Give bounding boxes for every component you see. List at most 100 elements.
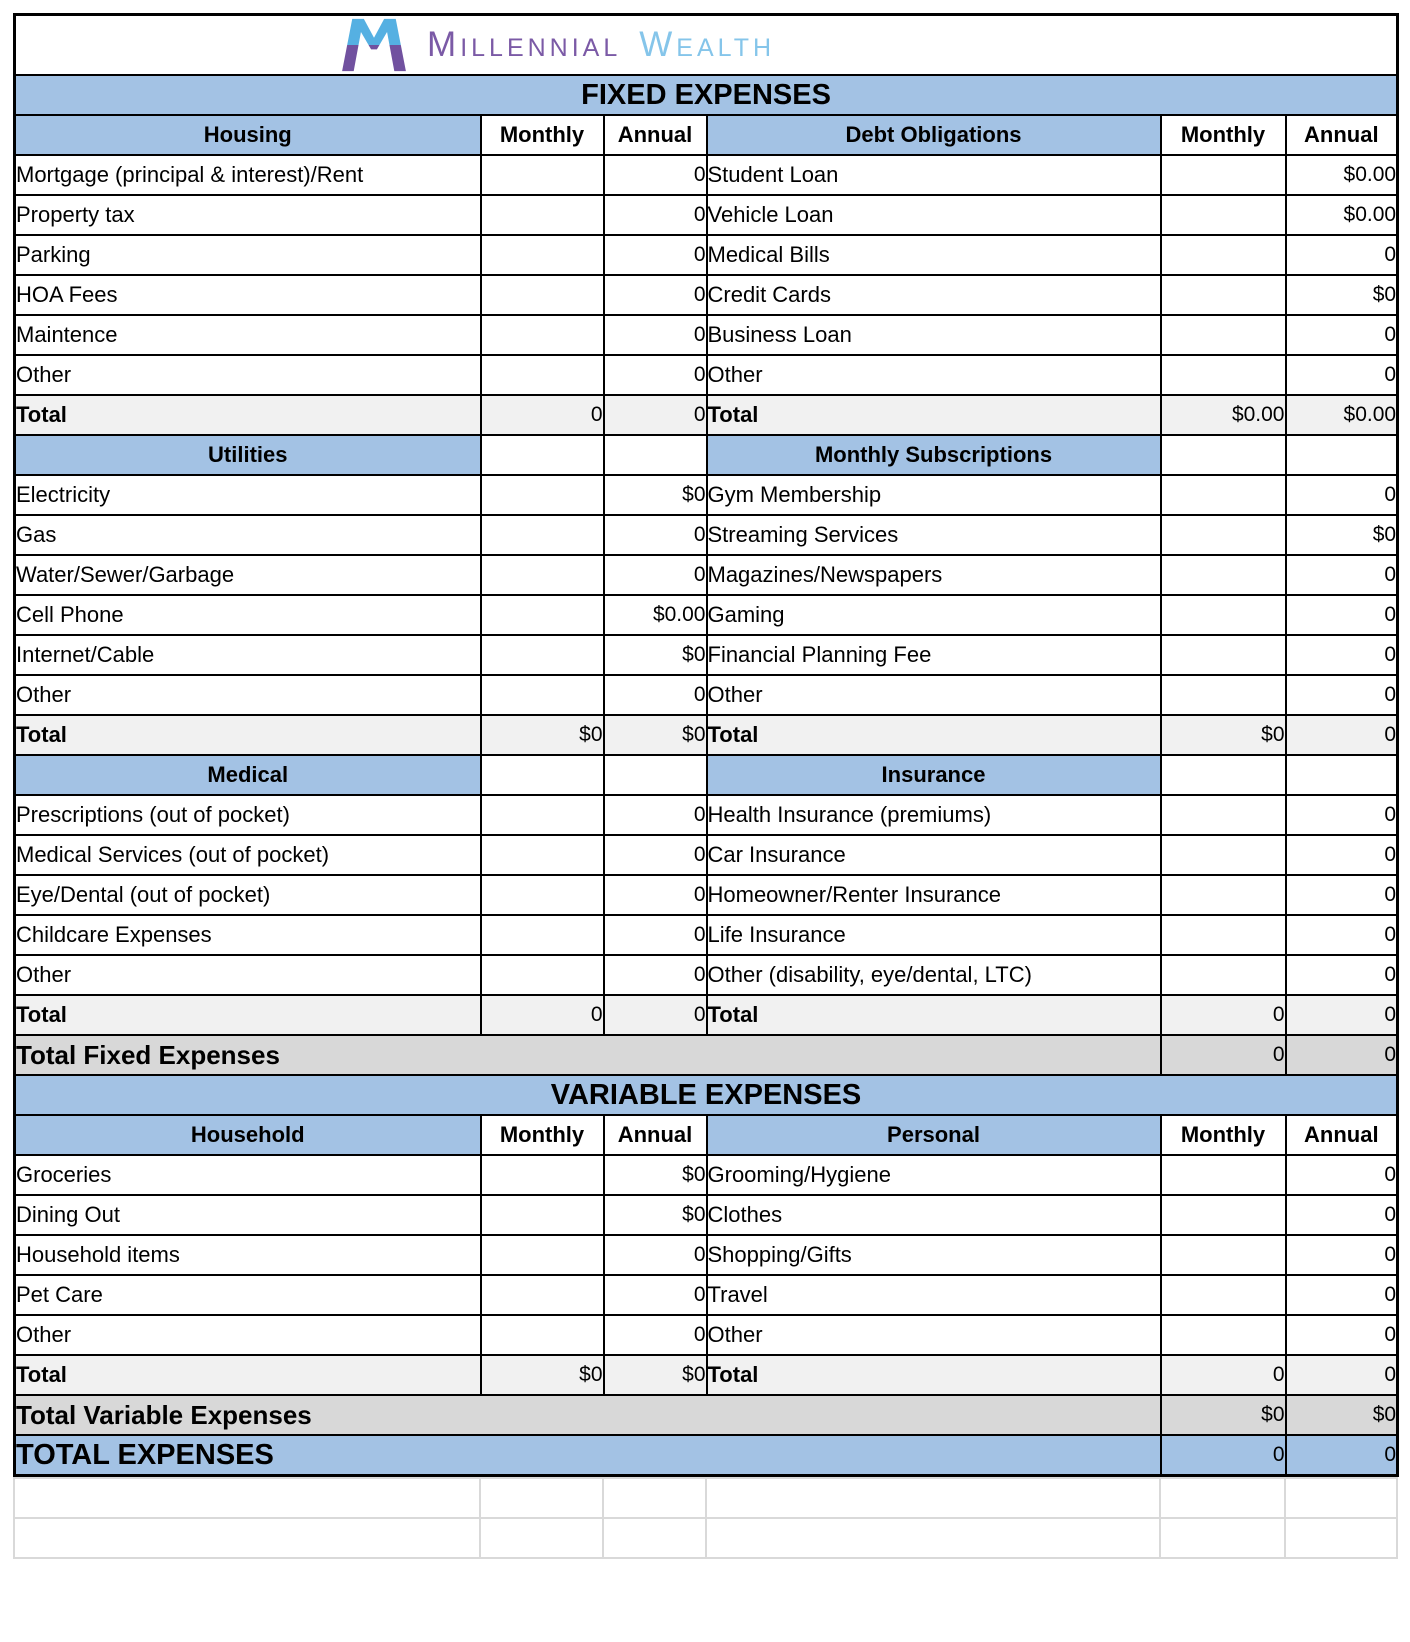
row-label-cell[interactable]: Electricity — [13, 474, 482, 516]
annual-value-cell[interactable]: $0 — [602, 474, 708, 516]
summary-label-cell[interactable]: TOTAL EXPENSES — [13, 1434, 1162, 1477]
monthly-value-cell[interactable] — [479, 314, 605, 356]
annual-value-cell[interactable]: 0 — [602, 354, 708, 396]
column-header-monthly[interactable]: Monthly — [479, 1114, 605, 1156]
section-header-cell[interactable]: Housing — [13, 114, 482, 156]
monthly-value-cell[interactable] — [1159, 1234, 1287, 1276]
total-label-cell[interactable]: Total — [705, 1354, 1162, 1396]
monthly-value-cell[interactable] — [479, 674, 605, 716]
monthly-value-cell[interactable]: $0 — [479, 1354, 605, 1396]
monthly-value-cell[interactable] — [479, 194, 605, 236]
row-label-cell[interactable]: Health Insurance (premiums) — [705, 794, 1162, 836]
annual-value-cell[interactable]: $0.00 — [602, 594, 708, 636]
monthly-value-cell[interactable] — [479, 354, 605, 396]
monthly-value-cell[interactable] — [1159, 834, 1287, 876]
monthly-value-cell[interactable]: $0 — [1159, 714, 1287, 756]
empty-cell[interactable] — [13, 1477, 481, 1519]
summary-annual-cell[interactable]: 0 — [1284, 1034, 1399, 1076]
annual-value-cell[interactable]: 0 — [602, 914, 708, 956]
monthly-value-cell[interactable] — [1159, 674, 1287, 716]
row-label-cell[interactable]: Other (disability, eye/dental, LTC) — [705, 954, 1162, 996]
summary-label-cell[interactable]: Total Fixed Expenses — [13, 1034, 1162, 1076]
empty-cell[interactable] — [705, 1517, 1161, 1559]
monthly-value-cell[interactable] — [1159, 1194, 1287, 1236]
monthly-value-cell[interactable] — [479, 154, 605, 196]
column-header-annual[interactable]: Annual — [1284, 1114, 1399, 1156]
column-header-annual[interactable]: Annual — [602, 114, 708, 156]
row-label-cell[interactable]: Financial Planning Fee — [705, 634, 1162, 676]
row-label-cell[interactable]: Other — [705, 674, 1162, 716]
monthly-value-cell[interactable] — [1159, 274, 1287, 316]
empty-cell[interactable] — [705, 1477, 1161, 1519]
total-label-cell[interactable]: Total — [13, 394, 482, 436]
annual-value-cell[interactable]: 0 — [1284, 874, 1399, 916]
row-label-cell[interactable]: Gas — [13, 514, 482, 556]
annual-value-cell[interactable]: 0 — [1284, 314, 1399, 356]
annual-value-cell[interactable]: $0.00 — [1284, 154, 1399, 196]
row-label-cell[interactable]: Medical Bills — [705, 234, 1162, 276]
empty-cell[interactable] — [1284, 1517, 1398, 1559]
column-header-annual[interactable]: Annual — [1284, 114, 1399, 156]
monthly-value-cell[interactable] — [479, 1154, 605, 1196]
row-label-cell[interactable]: Childcare Expenses — [13, 914, 482, 956]
row-label-cell[interactable]: HOA Fees — [13, 274, 482, 316]
annual-value-cell[interactable]: 0 — [602, 1234, 708, 1276]
row-label-cell[interactable]: Prescriptions (out of pocket) — [13, 794, 482, 836]
annual-value-cell[interactable]: 0 — [602, 994, 708, 1036]
monthly-value-cell[interactable] — [1159, 514, 1287, 556]
summary-annual-cell[interactable]: $0 — [1284, 1394, 1399, 1436]
section-header-cell[interactable]: Debt Obligations — [705, 114, 1162, 156]
monthly-value-cell[interactable] — [479, 834, 605, 876]
annual-value-cell[interactable]: 0 — [1284, 1354, 1399, 1396]
annual-value-cell[interactable]: 0 — [1284, 354, 1399, 396]
summary-label-cell[interactable]: Total Variable Expenses — [13, 1394, 1162, 1436]
annual-value-cell[interactable]: 0 — [602, 154, 708, 196]
annual-value-cell[interactable]: 0 — [1284, 1154, 1399, 1196]
monthly-value-cell[interactable] — [479, 234, 605, 276]
monthly-value-cell[interactable] — [479, 1314, 605, 1356]
blank-cell[interactable] — [602, 434, 708, 476]
summary-annual-cell[interactable]: 0 — [1284, 1434, 1399, 1477]
row-label-cell[interactable]: Clothes — [705, 1194, 1162, 1236]
row-label-cell[interactable]: Vehicle Loan — [705, 194, 1162, 236]
annual-value-cell[interactable]: 0 — [602, 314, 708, 356]
annual-value-cell[interactable]: 0 — [1284, 594, 1399, 636]
monthly-value-cell[interactable] — [1159, 634, 1287, 676]
monthly-value-cell[interactable]: 0 — [479, 394, 605, 436]
annual-value-cell[interactable]: 0 — [1284, 914, 1399, 956]
blank-cell[interactable] — [479, 754, 605, 796]
annual-value-cell[interactable]: 0 — [1284, 954, 1399, 996]
annual-value-cell[interactable]: 0 — [602, 674, 708, 716]
summary-monthly-cell[interactable]: 0 — [1159, 1434, 1287, 1477]
annual-value-cell[interactable]: $0 — [1284, 274, 1399, 316]
monthly-value-cell[interactable] — [1159, 474, 1287, 516]
column-header-annual[interactable]: Annual — [602, 1114, 708, 1156]
row-label-cell[interactable]: Eye/Dental (out of pocket) — [13, 874, 482, 916]
row-label-cell[interactable]: Cell Phone — [13, 594, 482, 636]
monthly-value-cell[interactable] — [479, 1274, 605, 1316]
empty-cell[interactable] — [602, 1477, 707, 1519]
monthly-value-cell[interactable] — [1159, 314, 1287, 356]
row-label-cell[interactable]: Magazines/Newspapers — [705, 554, 1162, 596]
row-label-cell[interactable]: Other — [705, 1314, 1162, 1356]
monthly-value-cell[interactable]: $0 — [479, 714, 605, 756]
blank-cell[interactable] — [602, 754, 708, 796]
row-label-cell[interactable]: Other — [13, 674, 482, 716]
row-label-cell[interactable]: Student Loan — [705, 154, 1162, 196]
row-label-cell[interactable]: Gym Membership — [705, 474, 1162, 516]
monthly-value-cell[interactable]: 0 — [1159, 994, 1287, 1036]
column-header-monthly[interactable]: Monthly — [479, 114, 605, 156]
row-label-cell[interactable]: Maintence — [13, 314, 482, 356]
annual-value-cell[interactable]: 0 — [1284, 634, 1399, 676]
monthly-value-cell[interactable] — [479, 954, 605, 996]
blank-cell[interactable] — [479, 434, 605, 476]
monthly-value-cell[interactable]: 0 — [1159, 1354, 1287, 1396]
row-label-cell[interactable]: Other — [13, 354, 482, 396]
total-label-cell[interactable]: Total — [705, 394, 1162, 436]
monthly-value-cell[interactable] — [479, 554, 605, 596]
annual-value-cell[interactable]: 0 — [1284, 714, 1399, 756]
annual-value-cell[interactable]: $0 — [602, 714, 708, 756]
section-header-cell[interactable]: Personal — [705, 1114, 1162, 1156]
monthly-value-cell[interactable] — [1159, 874, 1287, 916]
summary-monthly-cell[interactable]: $0 — [1159, 1394, 1287, 1436]
